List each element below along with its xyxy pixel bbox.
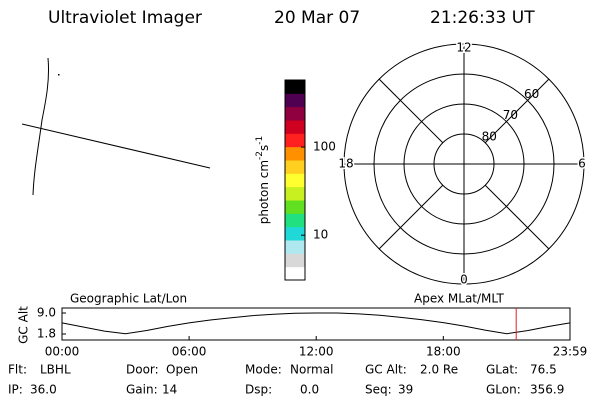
color-step [285, 93, 305, 108]
field-label: Door: [126, 363, 159, 377]
color-step [285, 160, 305, 174]
lat-ring [433, 133, 495, 195]
color-step [285, 106, 305, 121]
field-value: 0.0 [300, 383, 319, 397]
spoke [484, 184, 550, 250]
spoke [484, 78, 550, 144]
field-value: Open [166, 363, 198, 377]
y-tick-label: 9.0 [37, 306, 56, 320]
field-value: 76.5 [530, 363, 557, 377]
lat-ring [403, 103, 525, 225]
spoke [378, 78, 444, 144]
mlt-label: 18 [338, 157, 353, 171]
x-tick-label: 23:59 [553, 345, 588, 359]
x-tick-label: 00:00 [45, 345, 80, 359]
color-step [285, 240, 305, 254]
tick-label: 10 [313, 228, 328, 242]
color-step [285, 133, 305, 148]
field-label: GLat: [486, 363, 518, 377]
instrument: Ultraviolet Imager [48, 8, 202, 28]
field-label: GC Alt: [365, 363, 407, 377]
mlt-label: 0 [460, 273, 468, 287]
coastline [32, 57, 49, 196]
field-value: 356.9 [530, 383, 564, 397]
label-part: -1 [255, 136, 265, 145]
field-label: Mode: [245, 363, 282, 377]
mlt-label: 6 [578, 157, 586, 171]
label-part: -2 [255, 151, 265, 160]
label-part: s [257, 145, 271, 151]
color-step [285, 213, 305, 228]
geo-title: Geographic Lat/Lon [70, 292, 187, 306]
lat-label: 60 [524, 87, 539, 101]
color-step [285, 80, 305, 94]
dot [58, 74, 60, 76]
color-step [285, 253, 305, 268]
date: 20 Mar 07 [274, 8, 360, 28]
field-label: IP: [8, 383, 23, 397]
color-step [285, 226, 305, 241]
lat-label: 70 [503, 108, 518, 122]
field-value: 14 [162, 383, 177, 397]
field-label: GLon: [486, 383, 521, 397]
field-value: LBHL [40, 363, 71, 377]
x-tick-label: 12:00 [299, 345, 334, 359]
mlt-label: 12 [456, 41, 471, 55]
colorbar-label: photon cm-2s-1 [255, 136, 271, 225]
alt-curve [61, 312, 571, 335]
alt-ylabel: GC Alt [17, 306, 31, 344]
field-label: Flt: [8, 363, 27, 377]
color-step [285, 186, 305, 201]
y-tick-label: 1.8 [37, 327, 56, 341]
track [21, 123, 211, 169]
field-value: 36.0 [30, 383, 57, 397]
x-tick-label: 18:00 [426, 345, 461, 359]
field-label: Gain: [126, 383, 158, 397]
field-label: Seq: [365, 383, 392, 397]
field-value: Normal [290, 363, 333, 377]
time: 21:26:33 UT [430, 8, 535, 28]
field-value: 39 [398, 383, 413, 397]
color-step [285, 146, 305, 161]
field-label: Dsp: [245, 383, 272, 397]
polar-title: Apex MLat/MLT [414, 292, 504, 306]
color-step [285, 266, 305, 281]
color-step [285, 120, 305, 134]
label-part: photon cm [257, 160, 271, 224]
color-step [285, 173, 305, 188]
x-tick-label: 06:00 [172, 345, 207, 359]
spoke [378, 184, 444, 250]
lat-label: 80 [482, 129, 497, 143]
color-step [285, 200, 305, 214]
tick-label: 100 [313, 140, 336, 154]
lat-ring [373, 73, 555, 255]
geo-map [21, 57, 211, 196]
field-value: 2.0 Re [420, 363, 458, 377]
colorbar-frame [284, 79, 306, 281]
